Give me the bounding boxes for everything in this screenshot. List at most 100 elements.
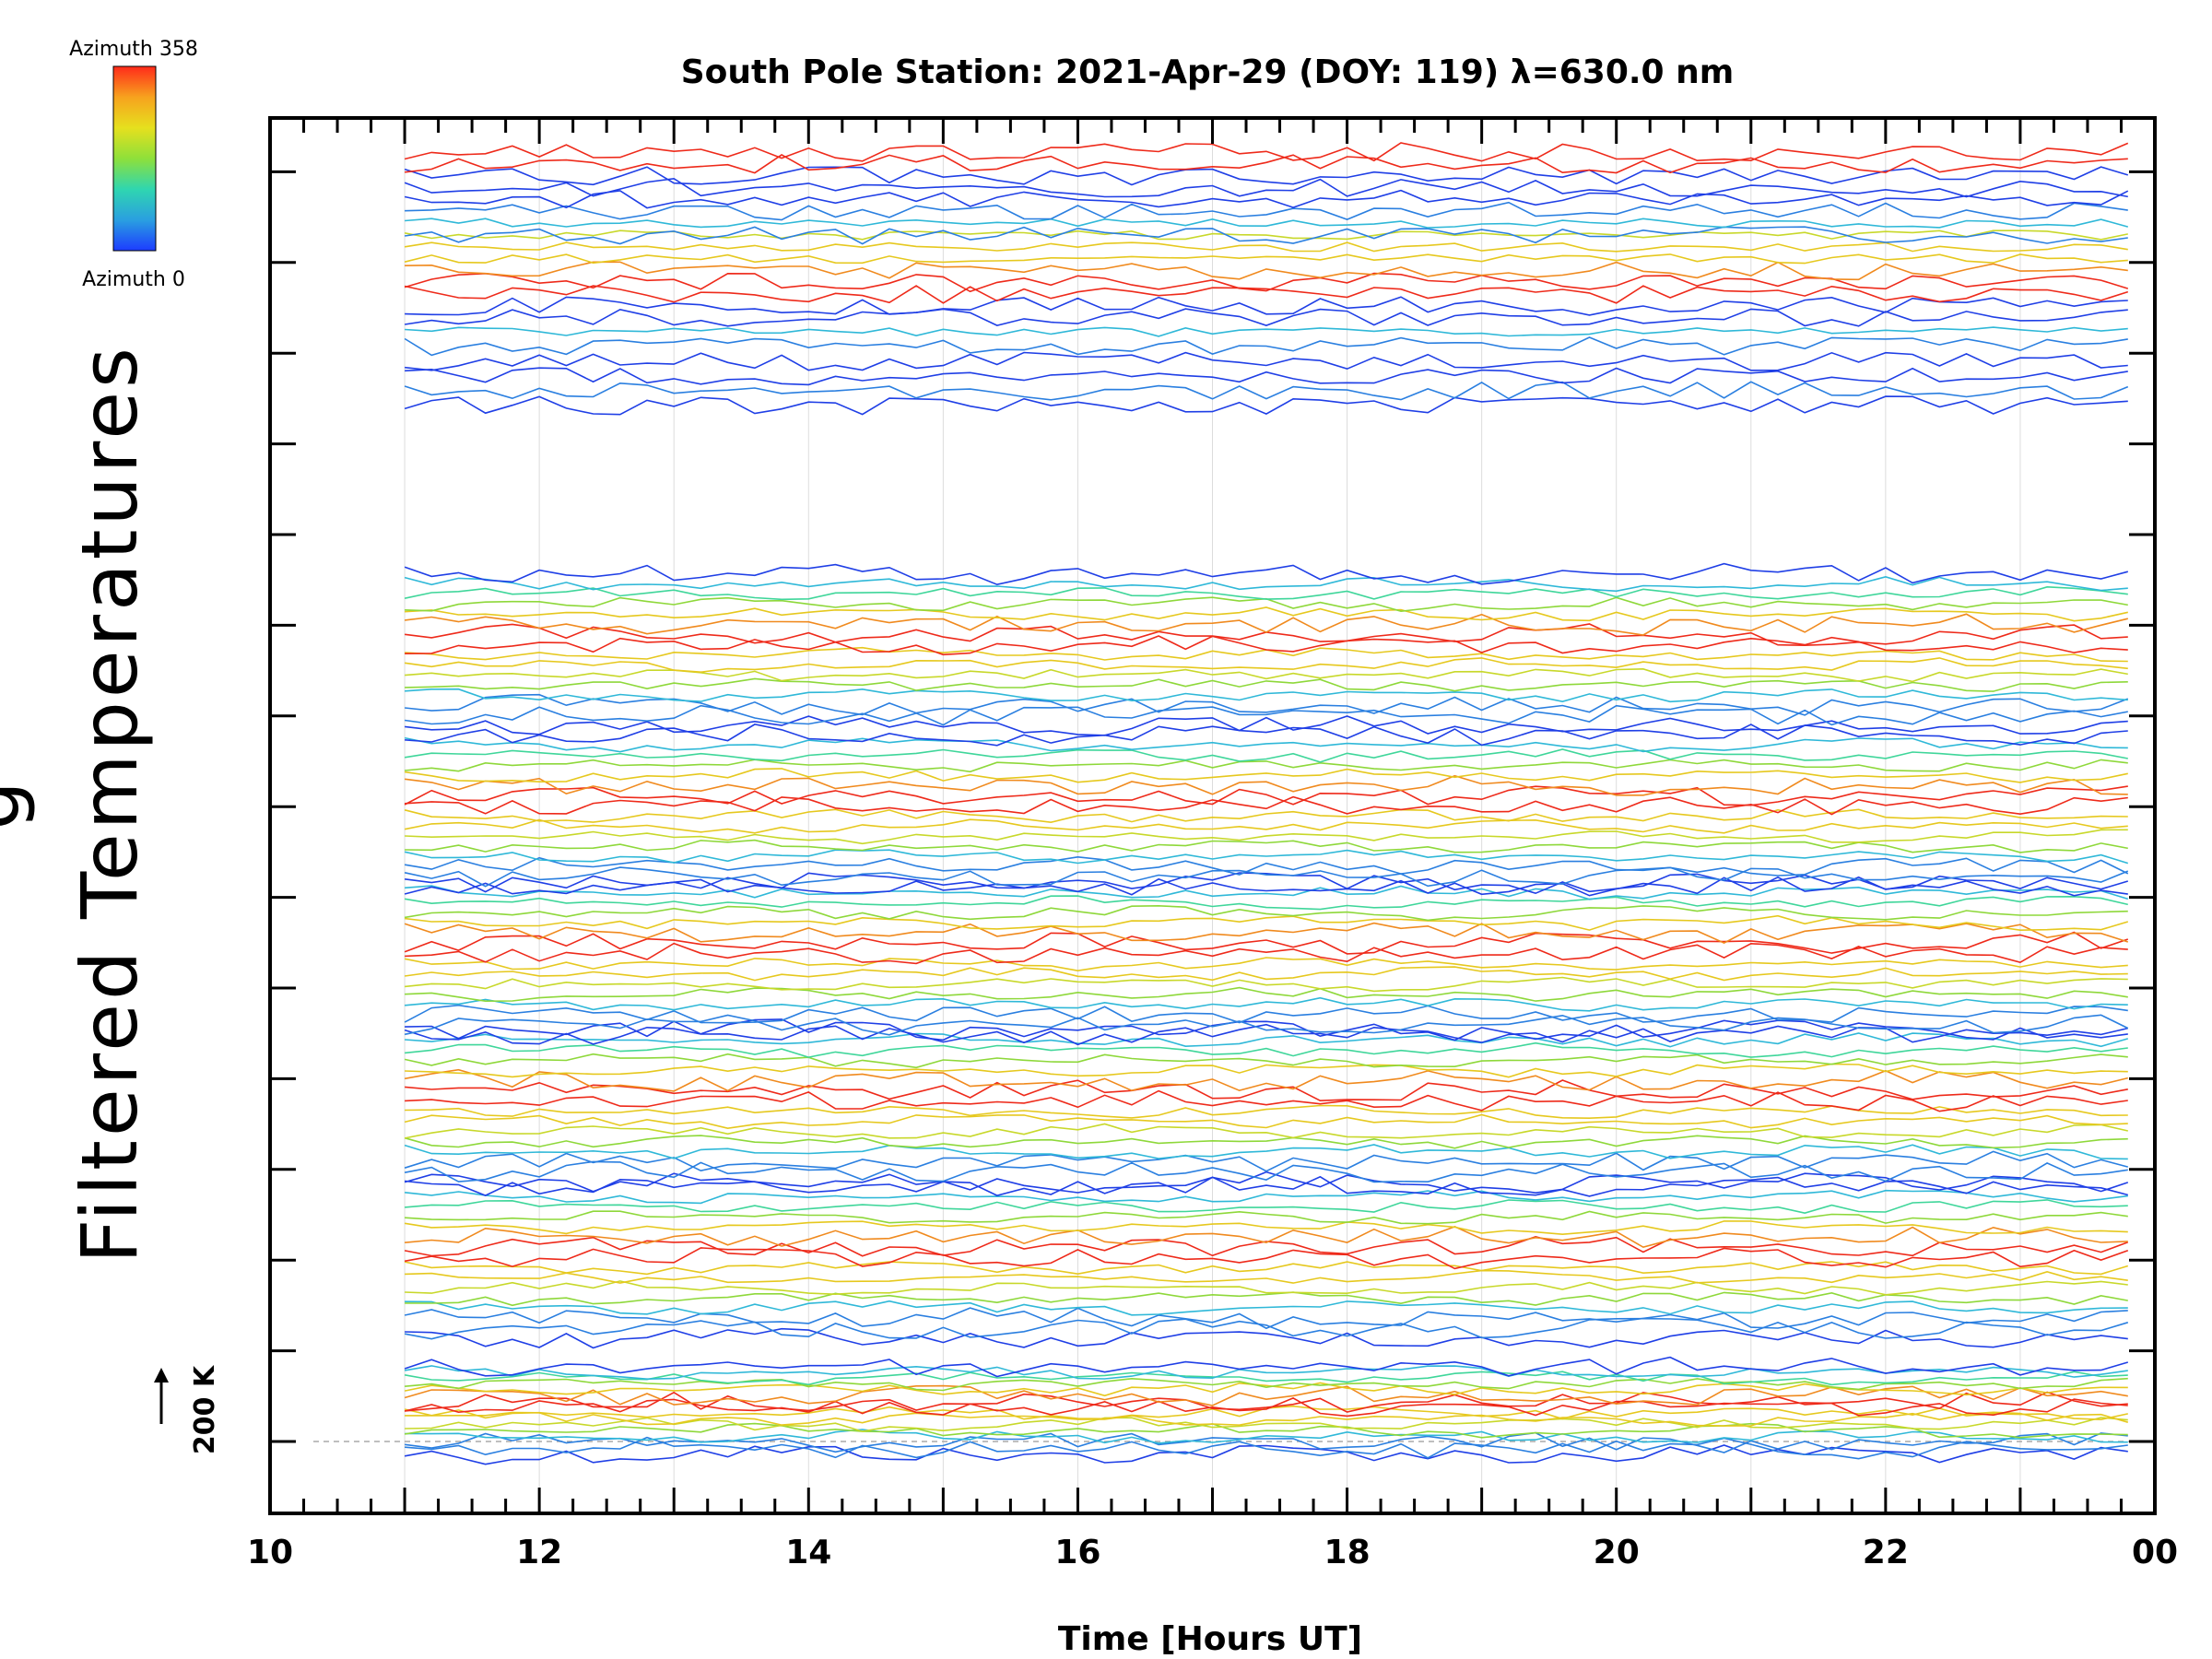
series-line [404,142,2129,162]
series-line [404,876,2128,897]
series-line [405,606,2128,622]
series-line [405,351,2128,371]
series-line [405,1269,2128,1284]
x-tick-label: 20 [1594,1534,1640,1571]
series-line [404,849,2129,865]
series-line [404,308,2128,327]
series-line [404,272,2129,293]
scale-bar-arrow-icon [154,1368,169,1382]
series-line [405,1226,2128,1249]
series-line [404,736,2128,753]
series-line [405,795,2128,816]
series-line [405,326,2128,337]
series-line [404,866,2129,888]
series-line [404,1150,2129,1172]
series-line [405,1041,2128,1058]
series-line [404,1014,2129,1036]
series-line [405,201,2128,221]
series-line [404,872,2129,895]
series-line [405,1032,2129,1048]
series-line [405,1300,2128,1316]
series-line [404,904,2128,922]
series-line [405,1089,2128,1112]
series-line [404,966,2128,982]
series-line [405,1280,2128,1296]
series-line [404,1422,2128,1439]
series-line [404,1365,2128,1381]
x-tick-label: 16 [1054,1534,1100,1571]
series-line [405,715,2128,736]
series-line [405,1436,2128,1460]
series-line [405,677,2128,692]
series-line [404,395,2128,416]
series-line [404,1444,2128,1465]
x-axis-label: Time [Hours UT] [1058,1620,1362,1658]
x-tick-label: 10 [247,1534,293,1571]
series-line [404,855,2129,877]
series-line [405,1377,2128,1392]
series-line [404,818,2128,834]
series-line [404,1384,2128,1406]
series-line [404,381,2129,401]
colorbar [112,65,157,252]
series-line [404,241,2128,253]
series-line [404,1405,2128,1421]
colorbar-bottom-label: Azimuth 0 [82,268,185,291]
series-line [405,1327,2128,1349]
series-line [404,1113,2128,1130]
series-line [405,218,2129,229]
x-tick-label: 22 [1863,1534,1909,1571]
series-line [405,724,2128,747]
series-line [404,785,2128,806]
series-line [405,261,2128,281]
scale-bar: 200 K [154,1364,221,1454]
series-line [405,942,2128,965]
series-line [405,885,2129,900]
series-line [404,336,2128,357]
series-line [404,808,2128,824]
series-line [405,774,2128,796]
series-line [405,153,2128,174]
x-tick-label: 14 [785,1534,831,1571]
series-line [405,1175,2129,1197]
series-line [405,1063,2128,1078]
series-line [404,229,2128,241]
x-tick-label: 12 [516,1534,562,1571]
series-line [404,189,2129,209]
series-line [405,1018,2128,1041]
y-axis-ticks [270,170,2155,1443]
series-line [404,931,2129,955]
series-line [405,996,2128,1012]
series-line [404,657,2128,674]
series-line [404,1220,2128,1236]
series-line [405,613,2128,636]
series-line [404,895,2128,911]
series-line [405,986,2128,1003]
series-group [404,142,2129,1465]
series-line [404,1004,2128,1024]
series-line [404,768,2128,783]
series-line [405,1210,2128,1225]
series-line [404,575,2128,593]
series-line [404,1123,2128,1139]
series-line [404,1317,2129,1340]
series-line [404,1023,2128,1046]
series-line [404,1068,2128,1092]
scale-bar-label: 200 K [189,1364,221,1454]
series-line [405,1417,2128,1432]
series-line [404,177,2128,198]
series-line [405,1199,2128,1215]
series-line [404,1235,2129,1257]
series-line [405,1104,2128,1120]
series-line [405,688,2128,703]
series-line [404,285,2129,304]
y-axis-label-cut: g [0,777,37,830]
series-line [405,296,2128,316]
series-line [404,1053,2128,1069]
series-line [404,1135,2128,1149]
series-line [405,667,2128,683]
series-line [405,1079,2128,1102]
series-line [405,759,2128,773]
series-line [405,839,2128,853]
